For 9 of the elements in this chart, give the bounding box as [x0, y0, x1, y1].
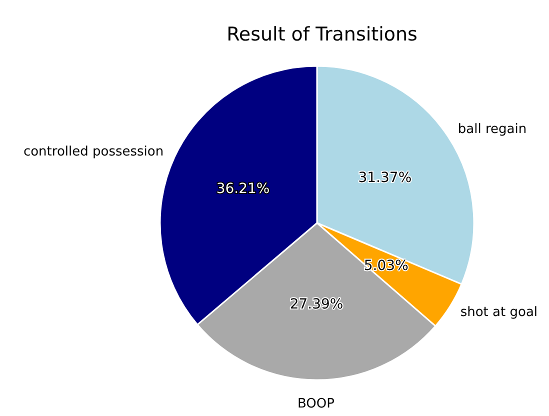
slice-label: ball regain — [458, 122, 527, 138]
data-label: 27.39% — [290, 296, 344, 312]
slice-label: shot at goal — [460, 305, 538, 320]
data-label: 36.21% — [216, 180, 270, 197]
slice-label: controlled possession — [23, 144, 164, 160]
slice-label: BOOP — [297, 396, 335, 412]
chart-title: Result of Transitions — [226, 24, 418, 46]
data-label: 5.03% — [364, 258, 408, 274]
data-label: 31.37% — [358, 170, 412, 186]
